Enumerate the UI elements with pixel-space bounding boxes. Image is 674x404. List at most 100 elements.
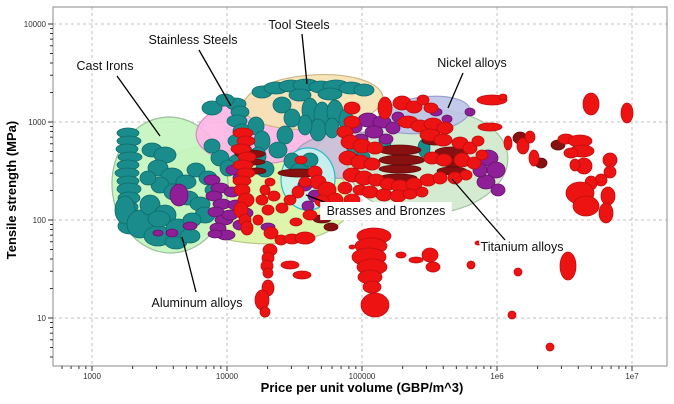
material-bubble-other[interactable] <box>516 137 530 155</box>
material-bubble-nonferrous[interactable] <box>385 121 401 135</box>
material-bubble-other[interactable] <box>459 169 473 181</box>
material-bubble-other[interactable] <box>462 141 478 155</box>
material-bubble-other[interactable] <box>302 209 318 221</box>
material-bubble-other[interactable] <box>275 202 289 214</box>
material-bubble-other[interactable] <box>405 100 423 114</box>
material-bubble-steel-iron[interactable] <box>203 138 221 154</box>
material-bubble-other[interactable] <box>620 102 634 124</box>
material-bubble-other[interactable] <box>423 102 439 114</box>
material-bubble-nonferrous[interactable] <box>169 183 189 207</box>
material-bubble-other[interactable] <box>416 94 430 106</box>
material-bubble-nonferrous[interactable] <box>205 190 223 202</box>
material-bubble-nonferrous[interactable] <box>364 125 384 139</box>
material-bubble-other[interactable] <box>498 93 508 101</box>
material-bubble-other[interactable] <box>435 153 453 167</box>
material-bubble-steel-iron[interactable] <box>276 125 294 145</box>
material-bubble-other[interactable] <box>289 217 303 227</box>
material-bubble-other[interactable] <box>294 155 308 165</box>
material-bubble-other[interactable] <box>375 188 393 202</box>
material-bubble-nonferrous[interactable] <box>165 228 179 238</box>
material-bubble-other[interactable] <box>377 96 393 120</box>
material-bubble-nonferrous[interactable] <box>464 107 476 117</box>
material-bubble-other[interactable] <box>283 194 297 206</box>
material-bubble-nonferrous[interactable] <box>476 174 496 190</box>
material-bubble-other[interactable] <box>240 220 254 236</box>
material-bubble-other[interactable] <box>262 267 274 279</box>
material-bubble-other[interactable] <box>425 261 441 273</box>
material-bubble-other[interactable] <box>474 240 482 246</box>
material-bubble-other[interactable] <box>291 185 305 199</box>
material-bubble-other[interactable] <box>408 256 424 264</box>
material-bubble-other[interactable] <box>363 157 381 171</box>
material-bubble-other[interactable] <box>255 194 269 206</box>
material-bubble-steel-iron[interactable] <box>201 100 223 116</box>
material-bubble-other[interactable] <box>261 204 275 216</box>
material-bubble-steel-iron[interactable] <box>268 141 288 159</box>
material-bubble-nonferrous[interactable] <box>182 221 198 231</box>
material-bubble-other[interactable] <box>343 115 361 129</box>
material-bubble-other[interactable] <box>267 190 281 202</box>
material-bubble-other[interactable] <box>471 135 485 147</box>
material-bubble-other[interactable] <box>528 149 540 167</box>
material-bubble-other[interactable] <box>569 158 581 172</box>
material-bubble-steel-iron[interactable] <box>272 96 292 114</box>
material-bubble-other[interactable] <box>415 186 429 198</box>
material-bubble-other[interactable] <box>263 226 279 240</box>
material-bubble-nonferrous[interactable] <box>203 174 221 186</box>
material-bubble-other-dark[interactable] <box>378 154 426 166</box>
material-bubble-nonferrous[interactable] <box>207 229 223 239</box>
material-bubble-other[interactable] <box>360 292 390 318</box>
material-bubble-other-dark[interactable] <box>323 222 339 232</box>
material-bubble-other[interactable] <box>348 244 356 250</box>
material-bubble-other-dark[interactable] <box>378 144 422 156</box>
material-bubble-other[interactable] <box>513 267 523 277</box>
material-bubble-other[interactable] <box>572 195 600 217</box>
material-bubble-other[interactable] <box>507 310 517 320</box>
material-bubble-other[interactable] <box>475 149 489 161</box>
material-bubble-other[interactable] <box>503 135 513 151</box>
material-bubble-other[interactable] <box>602 152 618 168</box>
material-bubble-other[interactable] <box>524 130 536 144</box>
material-bubble-steel-iron[interactable] <box>353 83 375 97</box>
material-bubble-steel-iron[interactable] <box>324 117 340 139</box>
material-bubble-other[interactable] <box>466 260 476 270</box>
material-bubble-other[interactable] <box>582 92 600 116</box>
material-bubble-other[interactable] <box>292 270 312 280</box>
material-bubble-other[interactable] <box>432 171 448 185</box>
material-bubble-other[interactable] <box>259 306 271 318</box>
material-bubble-other[interactable] <box>366 141 384 155</box>
material-bubble-other[interactable] <box>361 185 379 199</box>
material-bubble-other[interactable] <box>600 186 616 206</box>
material-bubble-other[interactable] <box>252 214 264 226</box>
material-bubble-other[interactable] <box>421 247 439 263</box>
material-bubble-other[interactable] <box>545 342 555 352</box>
material-bubble-other[interactable] <box>395 251 407 259</box>
material-bubble-nonferrous[interactable] <box>490 183 506 197</box>
material-bubble-steel-iron[interactable] <box>147 210 171 228</box>
material-bubble-other[interactable] <box>477 122 503 132</box>
material-bubble-other[interactable] <box>433 133 453 147</box>
material-bubble-other[interactable] <box>466 156 482 170</box>
material-bubble-other[interactable] <box>280 260 300 270</box>
material-bubble-other[interactable] <box>603 165 617 179</box>
material-bubble-steel-iron[interactable] <box>297 114 313 136</box>
material-bubble-other[interactable] <box>264 177 276 187</box>
material-bubble-steel-iron[interactable] <box>309 118 327 142</box>
material-bubble-steel-iron[interactable] <box>288 88 312 102</box>
material-bubble-other[interactable] <box>563 147 579 159</box>
material-bubble-steel-iron[interactable] <box>139 170 157 186</box>
material-bubble-nonferrous[interactable] <box>378 133 394 145</box>
material-bubble-steel-iron[interactable] <box>186 162 206 178</box>
material-bubble-other-dark[interactable] <box>378 164 422 174</box>
material-bubble-steel-iron[interactable] <box>283 108 301 128</box>
material-bubble-other[interactable] <box>559 251 577 281</box>
material-bubble-other[interactable] <box>598 202 614 224</box>
material-bubble-other[interactable] <box>402 188 418 200</box>
material-bubble-other[interactable] <box>343 101 361 115</box>
material-bubble-steel-iron[interactable] <box>317 87 343 101</box>
material-bubble-other[interactable] <box>259 184 271 196</box>
material-bubble-other[interactable] <box>362 280 382 294</box>
material-bubble-nonferrous[interactable] <box>152 229 164 237</box>
material-bubble-other[interactable] <box>337 181 353 195</box>
material-bubble-other[interactable] <box>294 231 316 245</box>
